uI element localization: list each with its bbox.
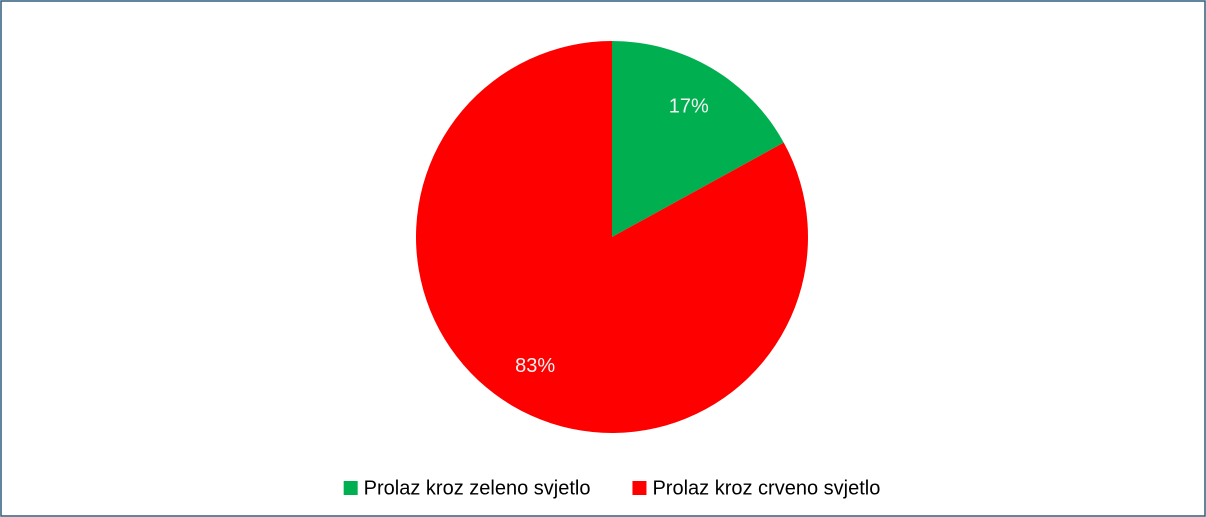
- legend-label: Prolaz kroz zeleno svjetlo: [364, 477, 591, 499]
- pie-slice: [612, 41, 784, 237]
- legend-swatch: [343, 481, 358, 495]
- data-label: 17%: [669, 95, 709, 117]
- pie-slice: [416, 41, 808, 433]
- legend-label: Prolaz kroz crveno svjetlo: [652, 477, 880, 499]
- legend-swatch: [632, 481, 647, 495]
- data-label: 83%: [515, 355, 555, 377]
